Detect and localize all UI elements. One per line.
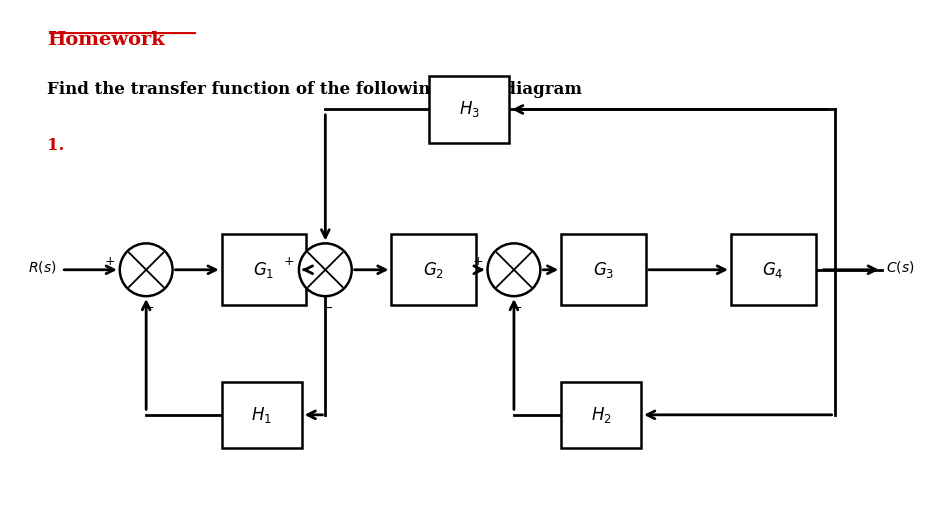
Text: $H_2$: $H_2$ [590, 405, 612, 425]
Text: $G_4$: $G_4$ [763, 260, 784, 280]
Text: Find the transfer function of the following block diagram: Find the transfer function of the follow… [47, 81, 582, 98]
Bar [731, 234, 816, 305]
Text: $R(s)$: $R(s)$ [28, 259, 57, 275]
Text: $G_2$: $G_2$ [423, 260, 444, 280]
Text: 1.: 1. [47, 137, 64, 154]
Text: Homework: Homework [47, 31, 165, 48]
Text: $H_3$: $H_3$ [458, 99, 480, 120]
Text: $H_1$: $H_1$ [251, 405, 273, 425]
Text: $-$: $-$ [511, 301, 522, 314]
Text: +: + [472, 256, 483, 268]
Text: +: + [105, 256, 115, 268]
Bar [222, 234, 306, 305]
Text: $-$: $-$ [143, 301, 155, 314]
Text: $G_1$: $G_1$ [254, 260, 274, 280]
Text: $-$: $-$ [323, 301, 334, 314]
Bar [391, 234, 476, 305]
Ellipse shape [299, 243, 352, 296]
Ellipse shape [120, 243, 173, 296]
Bar [429, 76, 509, 143]
Bar [561, 234, 646, 305]
Text: $G_3$: $G_3$ [593, 260, 614, 280]
Bar [222, 382, 302, 448]
Text: $C(s)$: $C(s)$ [886, 259, 915, 275]
Ellipse shape [488, 243, 540, 296]
Bar [561, 382, 641, 448]
Text: +: + [284, 256, 294, 268]
